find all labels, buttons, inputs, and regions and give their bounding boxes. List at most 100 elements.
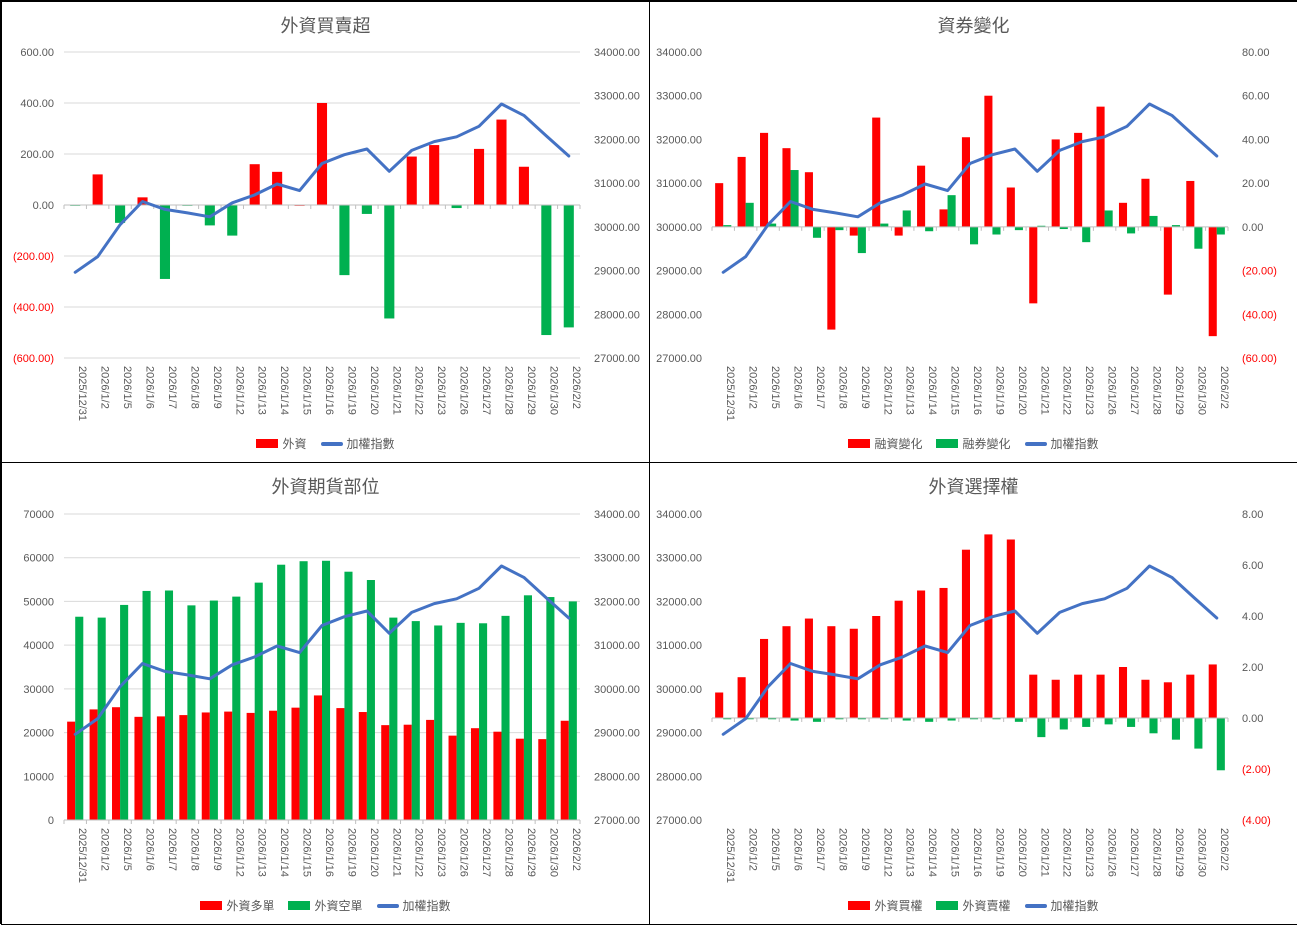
bar-0 <box>361 205 372 214</box>
x-tick-label: 2026/1/16 <box>971 366 983 415</box>
bar-0 <box>782 148 791 227</box>
legend-item-call: 外資買權 <box>848 897 922 914</box>
bar-0 <box>515 738 524 820</box>
x-tick-label: 2026/1/21 <box>1038 366 1050 415</box>
x-tick-label: 2026/1/27 <box>480 366 492 415</box>
bar-0 <box>961 137 970 227</box>
legend-item-long: 外資多單 <box>200 897 274 914</box>
y-left-tick-label: 30000.00 <box>656 684 702 696</box>
y-left-tick-label: 70000 <box>23 509 54 521</box>
x-tick-label: 2026/1/19 <box>345 366 357 415</box>
x-tick-label: 2026/1/6 <box>792 828 804 871</box>
foreign-options-plot: 27000.00 28000.00 29000.00 30000.00 31000.00… <box>656 509 1271 883</box>
bar-0 <box>496 119 507 205</box>
bar-0 <box>112 707 121 820</box>
bar-1 <box>1127 226 1136 234</box>
y-right-tick-label: 29000.00 <box>594 728 640 740</box>
x-tick-label: 2026/1/6 <box>144 366 156 409</box>
y-right-tick-label: (60.00) <box>1242 353 1277 365</box>
bar-1 <box>1014 718 1023 722</box>
bar-1 <box>723 718 732 720</box>
x-tick-label: 2026/1/15 <box>301 828 313 877</box>
x-tick-label: 2026/1/22 <box>1061 366 1073 415</box>
bar-0 <box>1208 226 1217 337</box>
bar-1 <box>434 625 443 820</box>
y-left-tick-label: 30000.00 <box>656 222 702 234</box>
bar-1 <box>232 596 241 820</box>
x-tick-label: 2026/1/9 <box>859 828 871 871</box>
y-right-tick-label: 28000.00 <box>594 771 640 783</box>
bar-0 <box>1118 202 1128 227</box>
y-right-tick-label: 30000.00 <box>594 684 640 696</box>
x-tick-label: 2026/1/20 <box>368 366 380 415</box>
bar-1 <box>723 225 732 227</box>
x-tick-label: 2026/1/28 <box>502 366 514 415</box>
y-left-tick-label: 29000.00 <box>656 728 702 740</box>
y-right-tick-label: 0.00 <box>1242 222 1263 234</box>
x-tick-label: 2026/2/2 <box>570 366 582 409</box>
bar-1 <box>1104 718 1113 725</box>
x-tick-label: 2026/1/26 <box>1106 828 1118 877</box>
index-line <box>73 102 571 274</box>
x-tick-label: 2026/1/12 <box>881 366 893 415</box>
x-tick-label: 2026/1/6 <box>144 828 156 871</box>
legend-swatch-line <box>376 903 399 908</box>
bar-1 <box>1059 718 1068 730</box>
bar-0 <box>827 626 836 718</box>
y-left-tick-label: (600.00) <box>13 353 54 365</box>
x-tick-label: 2026/1/16 <box>323 828 335 877</box>
x-tick-label: 2026/1/30 <box>1195 366 1207 415</box>
x-tick-label: 2026/1/7 <box>166 366 178 409</box>
bar-1 <box>1127 718 1136 727</box>
bar-1 <box>209 600 218 820</box>
x-tick-label: 2026/1/6 <box>792 366 804 409</box>
x-tick-label: 2026/1/8 <box>188 828 200 871</box>
bar-1 <box>880 223 889 227</box>
x-tick-label: 2026/1/19 <box>993 366 1005 415</box>
y-left-tick-label: 10000 <box>23 771 54 783</box>
x-tick-label: 2026/1/15 <box>949 828 961 877</box>
bar-0 <box>715 183 724 227</box>
x-tick-label: 2026/2/2 <box>570 828 582 871</box>
x-tick-label: 2026/1/7 <box>814 366 826 409</box>
y-right-tick-label: 32000.00 <box>594 134 640 146</box>
bar-1 <box>187 605 196 820</box>
bar-0 <box>426 719 435 820</box>
bar-0 <box>1074 674 1083 718</box>
x-tick-label: 2026/1/20 <box>1016 366 1028 415</box>
bar-1 <box>389 617 398 820</box>
x-tick-label: 2026/1/2 <box>747 366 759 409</box>
bar-0 <box>336 708 345 820</box>
legend-swatch-red <box>848 901 871 910</box>
bar-1 <box>1194 718 1203 749</box>
x-tick-label: 2026/1/21 <box>390 366 402 415</box>
bar-1 <box>142 590 151 820</box>
y-right-tick-label: 29000.00 <box>594 266 640 278</box>
bar-1 <box>745 718 754 720</box>
bar-1 <box>1104 210 1113 227</box>
legend-label: 融資變化 <box>874 437 923 451</box>
y-right-tick-label: 8.00 <box>1242 509 1263 521</box>
bar-1 <box>970 718 979 720</box>
bar-0 <box>1051 679 1060 718</box>
legend: 外資 加權指數 <box>2 435 649 452</box>
y-right-tick-label: 0.00 <box>1242 713 1263 725</box>
x-tick-label: 2025/12/31 <box>76 366 88 421</box>
x-tick-label: 2026/1/26 <box>458 366 470 415</box>
y-right-tick-label: 34000.00 <box>594 509 640 521</box>
x-tick-label: 2026/1/22 <box>413 366 425 415</box>
bar-0 <box>249 164 260 205</box>
y-right-tick-label: 27000.00 <box>594 815 640 827</box>
bar-1 <box>1171 225 1180 227</box>
bar-0 <box>849 628 858 718</box>
bar-1 <box>411 621 420 820</box>
bar-1 <box>568 601 577 820</box>
y-left-tick-label: (400.00) <box>13 302 54 314</box>
y-left-tick-label: 28000.00 <box>656 309 702 321</box>
bar-0 <box>1029 226 1038 304</box>
index-line <box>73 564 571 736</box>
y-left-tick-label: 31000.00 <box>656 178 702 190</box>
bar-0 <box>917 590 926 718</box>
bar-0 <box>156 716 165 820</box>
